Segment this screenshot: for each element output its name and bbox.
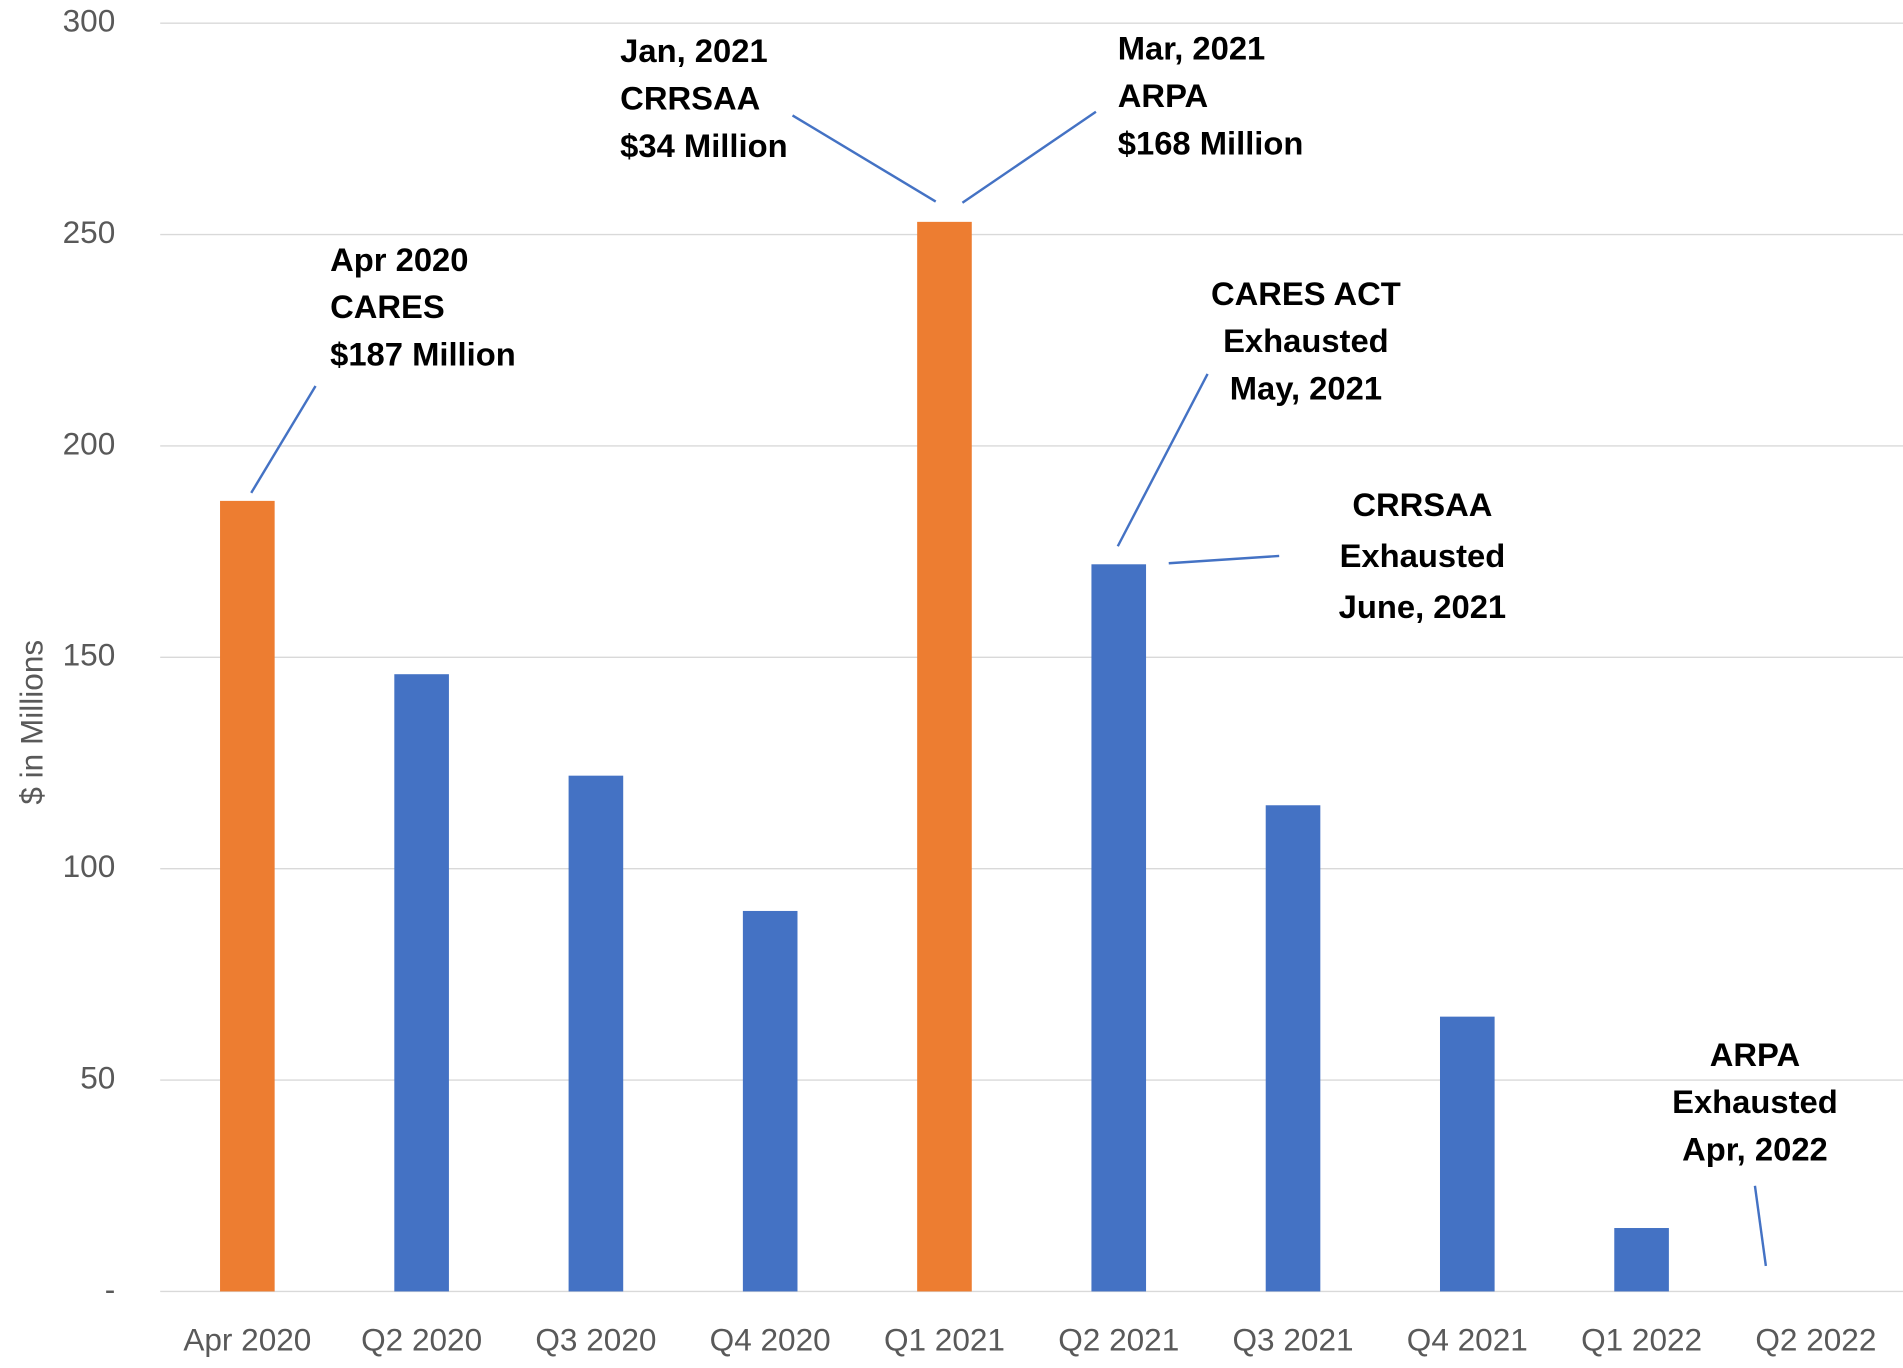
y-tick-label: 150	[63, 637, 116, 673]
x-tick-label: Q3 2020	[535, 1322, 656, 1358]
annotation-line	[1116, 373, 1209, 547]
bar	[1265, 805, 1321, 1292]
x-tick-label: Apr 2020	[183, 1322, 311, 1358]
x-tick-label: Q1 2022	[1581, 1322, 1702, 1358]
annotation-line	[791, 114, 937, 203]
y-tick-label: 300	[63, 2, 116, 38]
annotation-line	[1168, 554, 1280, 565]
annotation-text: Exhausted	[1223, 322, 1389, 359]
y-tick-label: 200	[63, 425, 116, 461]
annotation-text: June, 2021	[1339, 588, 1507, 625]
annotation-line	[250, 385, 317, 494]
y-tick-label: 100	[63, 848, 116, 884]
bar	[1091, 564, 1147, 1292]
annotation-text: Mar, 2021	[1118, 30, 1266, 67]
bar	[1439, 1016, 1495, 1292]
annotation-text: Apr 2020	[330, 241, 468, 278]
x-tick-label: Q3 2021	[1233, 1322, 1354, 1358]
annotation-line	[1753, 1185, 1768, 1267]
y-tick-label: 250	[63, 214, 116, 250]
annotation-text: ARPA	[1118, 77, 1208, 114]
annotation-line	[961, 110, 1097, 204]
x-tick-label: Q1 2021	[884, 1322, 1005, 1358]
annotation-text: Exhausted	[1672, 1083, 1838, 1120]
x-tick-label: Q2 2022	[1755, 1322, 1876, 1358]
x-tick-label: Q2 2021	[1058, 1322, 1179, 1358]
annotation-text: Jan, 2021	[620, 32, 768, 69]
bar	[742, 910, 798, 1292]
annotation-text: Apr, 2022	[1682, 1131, 1828, 1168]
annotation-text: $34 Million	[620, 127, 787, 164]
annotation-text: CRRSAA	[1352, 486, 1492, 523]
bar	[220, 500, 275, 1292]
y-tick-label: -	[105, 1271, 116, 1307]
x-tick-label: Q4 2020	[710, 1322, 831, 1358]
bar	[394, 674, 449, 1292]
annotation-text: Exhausted	[1340, 537, 1506, 574]
annotation-text: ARPA	[1710, 1036, 1800, 1073]
x-tick-label: Q2 2020	[361, 1322, 482, 1358]
y-tick-label: 50	[80, 1059, 115, 1095]
bar	[1614, 1228, 1669, 1292]
bar	[568, 775, 624, 1292]
annotation-text: CRRSAA	[620, 79, 760, 116]
annotation-text: CARES	[330, 288, 445, 325]
annotation-text: CARES ACT	[1211, 275, 1401, 312]
y-axis-label: $ in Millions	[13, 640, 49, 805]
annotation-text: May, 2021	[1230, 370, 1382, 407]
bar	[917, 221, 972, 1292]
annotation-text: $168 Million	[1118, 124, 1304, 161]
x-tick-label: Q4 2021	[1407, 1322, 1528, 1358]
annotation-text: $187 Million	[330, 336, 516, 373]
